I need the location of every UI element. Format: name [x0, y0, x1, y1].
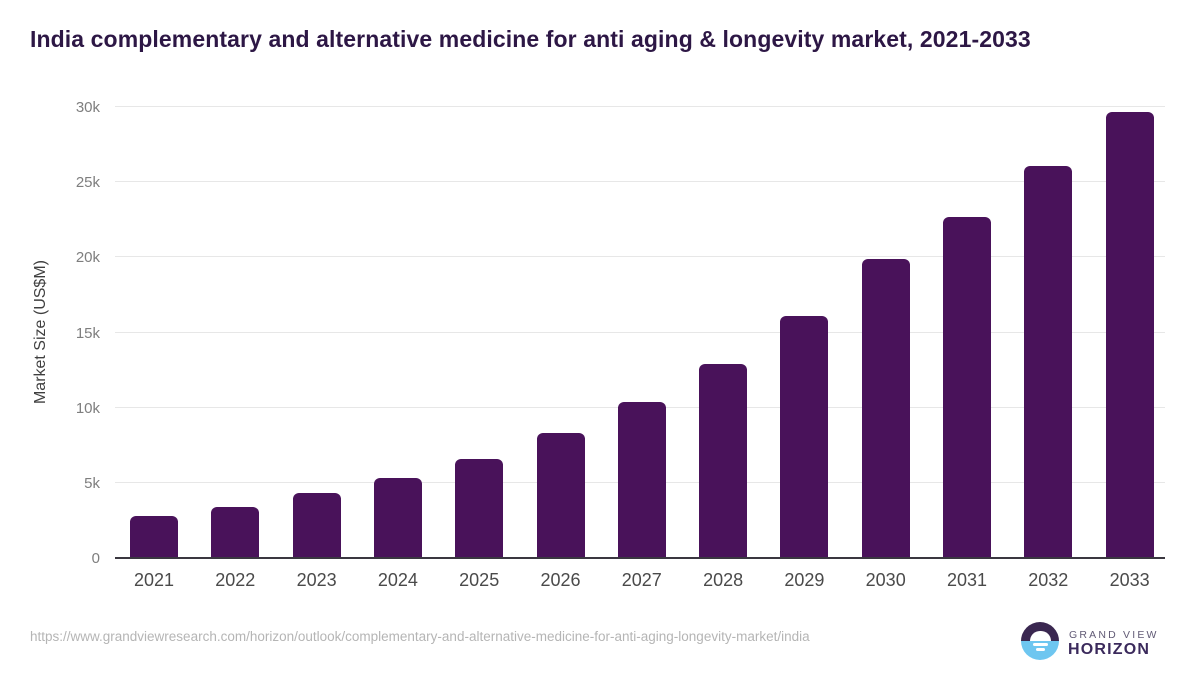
plot-area [115, 106, 1165, 559]
bar-2033[interactable] [1105, 111, 1154, 558]
y-tick-5k: 5k [84, 474, 100, 492]
gridline-30k [115, 106, 1165, 107]
y-tick-0: 0 [91, 550, 100, 567]
sun-icon [1029, 630, 1051, 641]
bar-2027[interactable] [617, 402, 666, 558]
x-label-2033: 2033 [1109, 570, 1150, 590]
gridline-15k [115, 331, 1165, 333]
gridline-20k [115, 256, 1165, 258]
bar-2023[interactable] [292, 493, 341, 558]
x-axis-labels: 2021 2022 2023 2024 2025 2026 2027 2028 2029 2030… [115, 570, 1165, 594]
grandview-horizon-logo: GRAND VIEW HORIZON [1021, 621, 1171, 661]
bar-2022[interactable] [211, 506, 260, 558]
x-label-2022: 2022 [215, 570, 256, 590]
gridline-25k [115, 181, 1165, 183]
bar-2026[interactable] [536, 433, 585, 558]
horizon-sun-logo-icon [1021, 622, 1059, 660]
x-label-2025: 2025 [459, 570, 500, 590]
x-label-2021: 2021 [133, 570, 175, 590]
y-tick-25k: 25k [75, 174, 100, 192]
bar-2025[interactable] [455, 458, 504, 558]
bar-2032[interactable] [1024, 165, 1073, 558]
x-label-2031: 2031 [946, 570, 988, 590]
x-label-2026: 2026 [540, 570, 581, 590]
bar-2028[interactable] [699, 364, 748, 558]
bar-2029[interactable] [780, 315, 829, 558]
y-tick-20k: 20k [75, 249, 100, 267]
x-label-2024: 2024 [377, 570, 418, 590]
y-axis-tick-labels: 0 5k 10k 15k 20k 25k 30k [0, 99, 100, 567]
bar-2024[interactable] [373, 478, 422, 558]
bar-2021[interactable] [130, 515, 178, 558]
sun-reflection-icon [1035, 648, 1045, 651]
y-tick-10k: 10k [75, 399, 100, 417]
x-label-2027: 2027 [621, 570, 662, 590]
x-label-2030: 2030 [865, 570, 906, 590]
x-label-2029: 2029 [784, 570, 825, 590]
bar-2030[interactable] [861, 258, 910, 558]
sun-reflection-icon [1032, 643, 1048, 646]
y-tick-30k: 30k [75, 99, 100, 116]
logo-product-name: HORIZON [1068, 641, 1151, 658]
x-axis-line [115, 557, 1165, 559]
chart-title: India complementary and alternative medi… [30, 26, 1031, 52]
y-tick-15k: 15k [75, 324, 100, 342]
bar-2031[interactable] [943, 216, 991, 558]
x-label-2023: 2023 [296, 570, 337, 590]
source-url: https://www.grandviewresearch.com/horizo… [30, 629, 810, 644]
x-label-2028: 2028 [703, 570, 744, 590]
x-label-2032: 2032 [1028, 570, 1069, 590]
logo-brand-name: GRAND VIEW [1069, 629, 1159, 641]
